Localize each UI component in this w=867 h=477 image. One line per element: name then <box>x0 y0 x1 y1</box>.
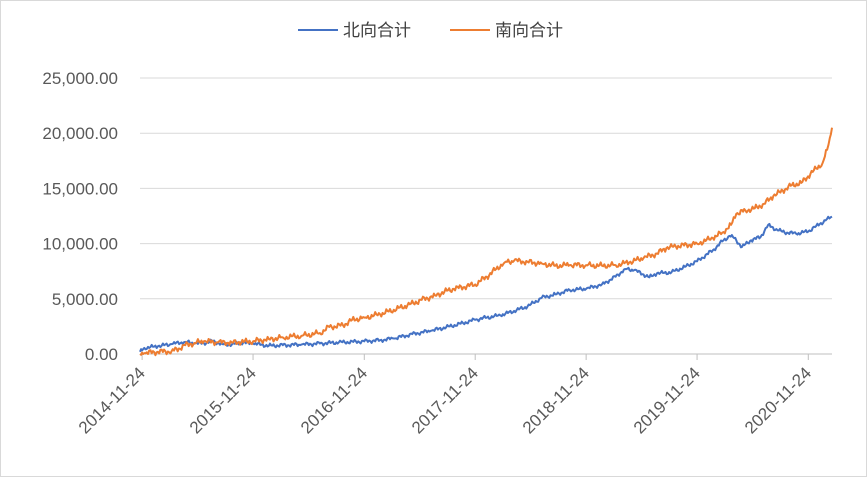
y-tick-label: 0.00 <box>85 345 118 364</box>
legend: 北向合计 南向合计 <box>298 21 563 41</box>
gridlines <box>140 77 832 355</box>
x-tick-label: 2016-11-24 <box>297 363 371 437</box>
x-tick-label: 2019-11-24 <box>630 363 704 437</box>
y-tick-label: 15,000.00 <box>42 179 118 198</box>
y-tick-label: 20,000.00 <box>42 124 118 143</box>
x-tick-label: 2015-11-24 <box>186 363 260 437</box>
y-tick-label: 10,000.00 <box>42 235 118 254</box>
series-line-north <box>139 215 833 353</box>
series-layer <box>139 127 833 357</box>
x-tick-label: 2018-11-24 <box>519 363 593 437</box>
y-axis: 0.00 5,000.00 10,000.00 15,000.00 20,000.00 2… <box>42 69 118 364</box>
x-axis: 2014-11-24 2015-11-24 2016-11-24 2017-11-24… <box>75 354 815 437</box>
series-line-south <box>139 127 833 357</box>
y-tick-label: 25,000.00 <box>42 69 118 88</box>
legend-label-north: 北向合计 <box>343 21 411 41</box>
x-tick-label: 2017-11-24 <box>408 363 482 437</box>
x-tick-label: 2014-11-24 <box>75 363 149 437</box>
legend-label-south: 南向合计 <box>495 21 563 41</box>
y-tick-label: 5,000.00 <box>52 290 118 309</box>
x-tick-label: 2020-11-24 <box>741 363 815 437</box>
